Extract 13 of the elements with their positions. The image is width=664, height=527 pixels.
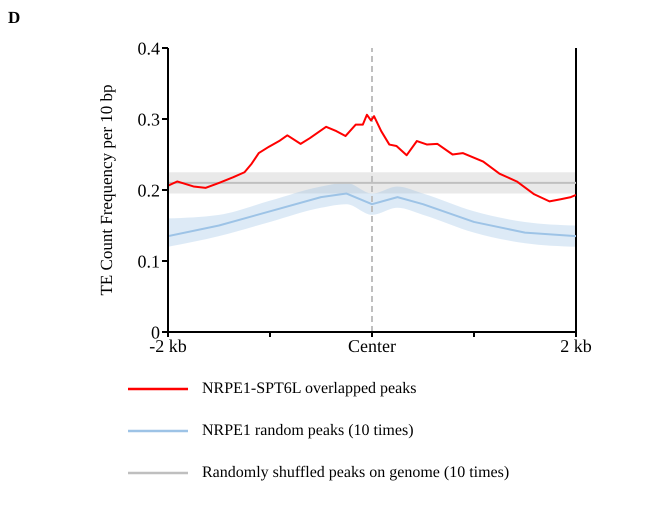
y-axis-title: TE Count Frequency per 10 bp [97,84,116,296]
y-tick-label: 0.2 [138,180,160,200]
y-tick-label: 0.3 [138,109,160,130]
legend-label: NRPE1 random peaks (10 times) [202,422,414,440]
y-tick-label: 0.4 [138,38,160,58]
legend-label: NRPE1-SPT6L overlapped peaks [202,380,416,398]
line-series [168,114,576,202]
text: D [8,8,20,28]
x-tick-label: 2 kb [560,336,592,356]
legend-label: Randomly shuffled peaks on genome (10 times) [202,464,510,482]
line-series [168,192,576,238]
x-tick-label: Center [348,336,396,356]
y-tick-label: 0.1 [138,251,160,272]
